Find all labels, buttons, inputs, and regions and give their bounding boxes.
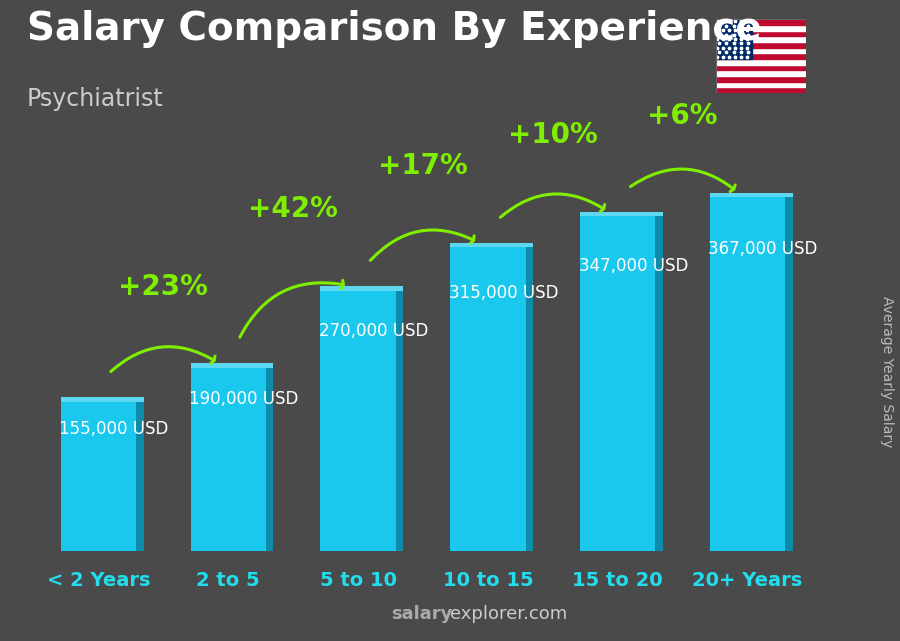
FancyBboxPatch shape bbox=[655, 217, 663, 551]
Text: Salary Comparison By Experience: Salary Comparison By Experience bbox=[27, 10, 761, 47]
Text: 20+ Years: 20+ Years bbox=[692, 570, 803, 590]
Text: Average Yearly Salary: Average Yearly Salary bbox=[879, 296, 894, 447]
FancyBboxPatch shape bbox=[396, 291, 403, 551]
Text: 315,000 USD: 315,000 USD bbox=[449, 284, 558, 302]
FancyBboxPatch shape bbox=[61, 397, 144, 402]
Bar bbox=[716, 65, 806, 71]
Text: +10%: +10% bbox=[508, 121, 598, 149]
Bar bbox=[716, 42, 806, 47]
Text: 270,000 USD: 270,000 USD bbox=[319, 322, 428, 340]
Bar bbox=[61, 402, 136, 551]
Bar bbox=[716, 37, 806, 42]
Bar bbox=[450, 247, 526, 551]
FancyBboxPatch shape bbox=[580, 212, 663, 217]
Text: 5 to 10: 5 to 10 bbox=[320, 570, 397, 590]
Text: +42%: +42% bbox=[248, 196, 338, 224]
Bar bbox=[716, 81, 806, 87]
Text: 347,000 USD: 347,000 USD bbox=[579, 256, 688, 274]
Bar bbox=[716, 53, 806, 59]
Text: +17%: +17% bbox=[378, 152, 468, 180]
Text: 10 to 15: 10 to 15 bbox=[443, 570, 533, 590]
Bar bbox=[580, 217, 655, 551]
FancyBboxPatch shape bbox=[450, 243, 533, 247]
Text: 155,000 USD: 155,000 USD bbox=[59, 420, 168, 438]
Bar bbox=[716, 87, 806, 93]
Bar bbox=[716, 47, 806, 53]
Text: 2 to 5: 2 to 5 bbox=[196, 570, 260, 590]
Bar bbox=[716, 76, 806, 81]
Bar bbox=[716, 31, 806, 37]
Text: +6%: +6% bbox=[647, 102, 718, 130]
Bar bbox=[191, 368, 266, 551]
FancyBboxPatch shape bbox=[136, 402, 144, 551]
FancyBboxPatch shape bbox=[320, 286, 403, 291]
Text: < 2 Years: < 2 Years bbox=[47, 570, 150, 590]
Bar bbox=[716, 25, 806, 31]
Bar bbox=[716, 59, 806, 65]
Text: Psychiatrist: Psychiatrist bbox=[27, 87, 164, 110]
Bar bbox=[320, 291, 396, 551]
FancyBboxPatch shape bbox=[710, 192, 793, 197]
Bar bbox=[716, 19, 751, 59]
Text: 190,000 USD: 190,000 USD bbox=[189, 390, 299, 408]
Text: salary: salary bbox=[392, 605, 453, 623]
FancyBboxPatch shape bbox=[266, 368, 274, 551]
Bar bbox=[716, 71, 806, 76]
Text: +23%: +23% bbox=[119, 272, 208, 301]
Text: 15 to 20: 15 to 20 bbox=[572, 570, 663, 590]
FancyBboxPatch shape bbox=[785, 197, 793, 551]
Text: explorer.com: explorer.com bbox=[450, 605, 567, 623]
Bar bbox=[716, 19, 806, 25]
FancyBboxPatch shape bbox=[526, 247, 533, 551]
FancyBboxPatch shape bbox=[191, 363, 274, 368]
Text: 367,000 USD: 367,000 USD bbox=[708, 240, 818, 258]
Bar bbox=[710, 197, 785, 551]
